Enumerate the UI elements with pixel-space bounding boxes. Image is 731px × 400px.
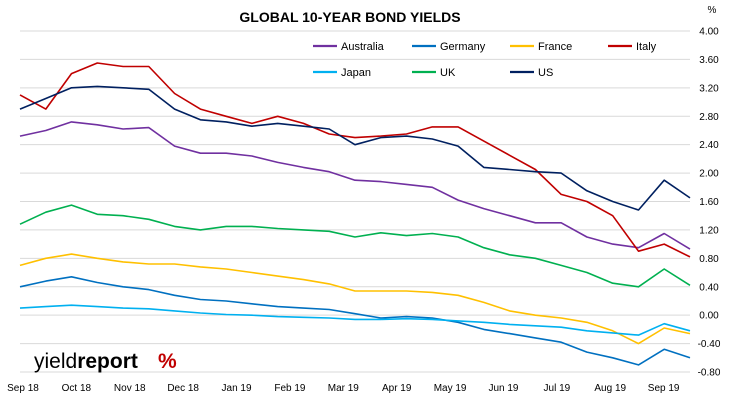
x-tick-label: Dec 18 <box>167 383 199 394</box>
y-tick-label: 3.60 <box>699 55 719 66</box>
series-line-france <box>19 253 691 345</box>
legend-item-australia: Australia <box>313 41 385 53</box>
legend-item-uk: UK <box>412 67 456 79</box>
y-tick-label: 2.00 <box>699 169 719 180</box>
series-lines <box>19 62 691 366</box>
legend-label: Australia <box>341 41 385 53</box>
legend: Australia Germany France Italy Japan UK US <box>313 41 657 79</box>
y-tick-label: 0.00 <box>699 311 719 322</box>
y-tick-label: 2.40 <box>699 140 719 151</box>
gridlines <box>20 30 690 373</box>
series-line-japan <box>19 304 691 336</box>
x-tick-label: Aug 19 <box>594 383 626 394</box>
legend-item-italy: Italy <box>608 41 657 53</box>
legend-label: US <box>538 67 553 79</box>
legend-item-germany: Germany <box>412 41 486 53</box>
legend-item-japan: Japan <box>313 67 371 79</box>
series-line-australia <box>19 121 691 250</box>
y-tick-label: 1.20 <box>699 225 719 236</box>
series-line-germany <box>19 275 691 366</box>
svg-text:yieldreport: yieldreport <box>34 350 138 373</box>
y-tick-label: 0.80 <box>699 254 719 265</box>
y-tick-label: 4.00 <box>699 27 719 38</box>
x-tick-label: Feb 19 <box>274 383 306 394</box>
x-tick-label: May 19 <box>434 383 467 394</box>
y-tick-label: 2.80 <box>699 112 719 123</box>
series-line-us <box>19 85 691 211</box>
legend-label: UK <box>440 67 456 79</box>
x-tick-label: Nov 18 <box>114 383 146 394</box>
y-tick-label: 3.20 <box>699 83 719 94</box>
x-tick-label: Jan 19 <box>222 383 252 394</box>
legend-item-france: France <box>510 41 572 53</box>
legend-item-us: US <box>510 67 553 79</box>
yieldreport-logo: yieldreport % <box>34 350 177 373</box>
x-axis-ticks: Sep 18 Oct 18 Nov 18 Dec 18 Jan 19 Feb 19 Mar … <box>7 383 680 394</box>
y-axis-unit-label: % <box>708 5 717 16</box>
series-line-italy <box>19 62 691 258</box>
y-tick-label: 1.60 <box>699 197 719 208</box>
x-tick-label: Apr 19 <box>382 383 412 394</box>
y-tick-label: -0.80 <box>698 368 721 379</box>
legend-label: Germany <box>440 41 486 53</box>
y-tick-label: 0.40 <box>699 282 719 293</box>
legend-label: Japan <box>341 67 371 79</box>
y-tick-label: -0.40 <box>698 339 721 350</box>
x-tick-label: Jun 19 <box>488 383 518 394</box>
x-tick-label: Sep 18 <box>7 383 39 394</box>
x-tick-label: Jul 19 <box>544 383 571 394</box>
y-axis-ticks: 4.00 3.60 3.20 2.80 2.40 2.00 1.60 1.20 0.80 0.40… <box>698 27 721 379</box>
legend-label: France <box>538 41 572 53</box>
x-tick-label: Oct 18 <box>62 383 92 394</box>
x-tick-label: Sep 19 <box>648 383 680 394</box>
x-tick-label: Mar 19 <box>328 383 360 394</box>
series-line-uk <box>19 204 691 288</box>
legend-label: Italy <box>636 41 657 53</box>
svg-text:%: % <box>158 350 177 373</box>
chart-title: GLOBAL 10-YEAR BOND YIELDS <box>239 9 460 25</box>
